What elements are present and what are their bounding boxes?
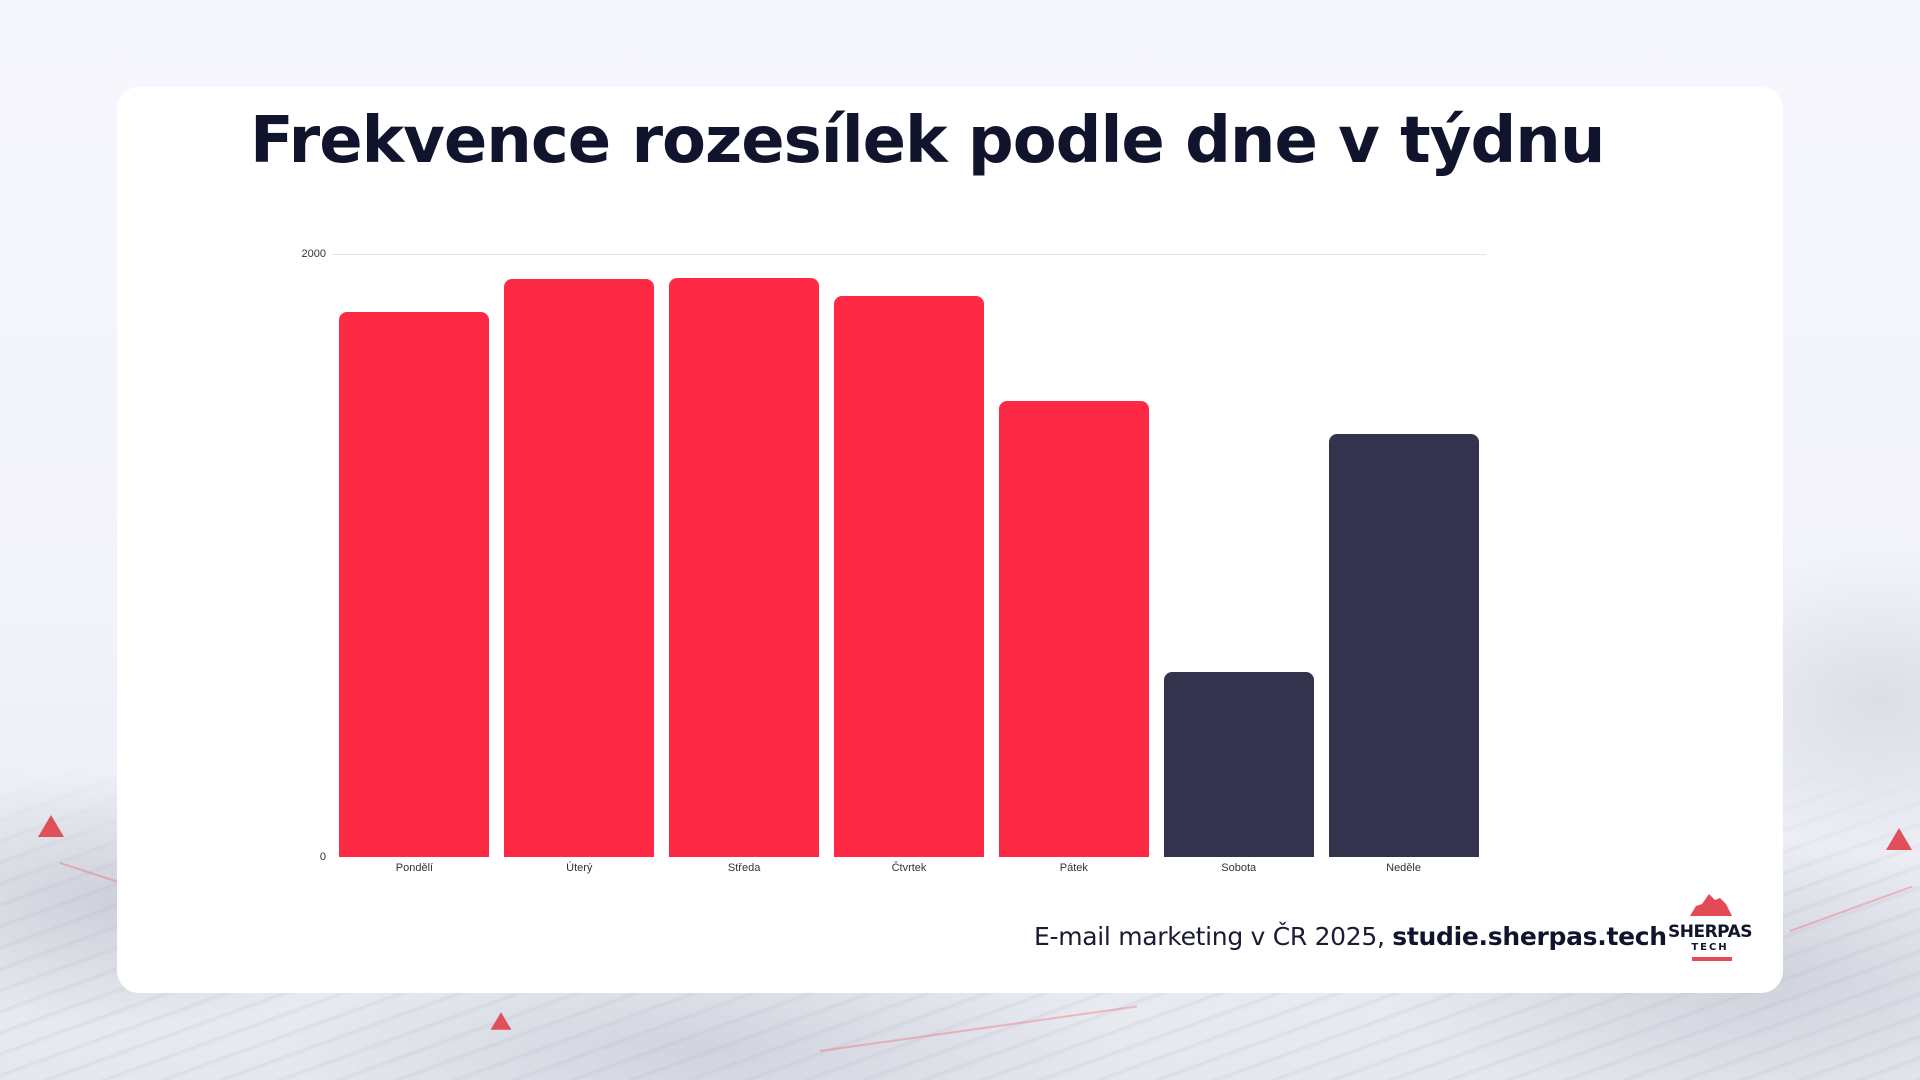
bar-chart: 0 2000 Pondělí Úterý Středa Čtvrtek Pátek Sobot…: [302, 248, 1486, 874]
x-axis-tick-label: Středa: [727, 862, 761, 874]
source-citation: E-mail marketing v ČR 2025, studie.sherp…: [1034, 922, 1667, 951]
x-axis-tick-label: Čtvrtek: [891, 862, 927, 874]
x-axis-tick-label: Sobota: [1221, 862, 1257, 874]
page-title: Frekvence rozesílek podle dne v týdnu: [250, 104, 1605, 178]
bar-3[interactable]: [669, 278, 820, 857]
bar-2[interactable]: [504, 279, 655, 857]
map-marker-icon: [1886, 828, 1912, 850]
x-axis-tick-label: Pátek: [1059, 862, 1088, 874]
map-marker-icon: [38, 815, 64, 837]
x-axis-tick-label: Úterý: [566, 862, 593, 874]
gridline: [332, 254, 1486, 255]
x-axis-tick-label: Neděle: [1386, 862, 1421, 874]
source-text: E-mail marketing v ČR 2025,: [1034, 922, 1393, 951]
y-axis-tick-label: 2000: [301, 248, 326, 260]
sherpas-tech-logo: SHERPAS TECH: [1662, 890, 1758, 962]
bar-7[interactable]: [1328, 434, 1479, 857]
bar-5[interactable]: [998, 401, 1149, 857]
bar-4[interactable]: [834, 295, 984, 857]
logo-subtitle: TECH: [1691, 942, 1729, 953]
x-axis-tick-label: Pondělí: [395, 862, 434, 874]
logo-wordmark: SHERPAS: [1668, 922, 1752, 942]
logo-underline: [1692, 957, 1732, 961]
source-link[interactable]: studie.sherpas.tech: [1392, 922, 1667, 951]
mountain-logo-icon: [1690, 894, 1732, 916]
bar-1[interactable]: [339, 311, 490, 857]
map-marker-icon: [490, 1012, 512, 1030]
y-axis-tick-label: 0: [319, 851, 326, 863]
bar-6[interactable]: [1163, 671, 1314, 857]
